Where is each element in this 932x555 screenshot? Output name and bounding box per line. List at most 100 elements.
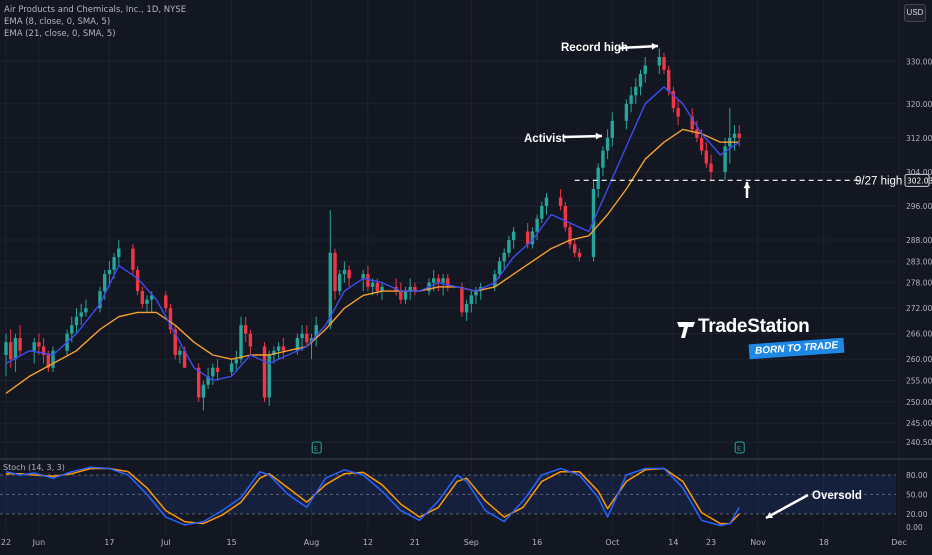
stoch-tick-label: 80.00	[906, 471, 928, 480]
candle-body	[657, 57, 661, 66]
candle-body	[276, 346, 281, 351]
candle-body	[281, 346, 285, 351]
candle-body	[464, 303, 469, 313]
candle-body	[474, 291, 478, 296]
candle-body	[577, 252, 582, 258]
candle-body	[667, 69, 671, 92]
candle-body	[300, 333, 304, 338]
candle-body	[573, 244, 577, 253]
candle-body	[676, 108, 680, 117]
candle-body	[380, 286, 384, 292]
currency-button[interactable]: USD	[904, 4, 926, 22]
candle-body	[140, 291, 144, 304]
candle-body	[502, 252, 506, 262]
candle-body	[634, 86, 638, 96]
oversold-arrow-head	[766, 512, 773, 518]
ema21-line	[5, 128, 740, 394]
candle-body	[131, 248, 135, 270]
earnings-marker	[734, 441, 745, 454]
last-price-badge	[904, 173, 930, 187]
candle-body	[98, 291, 102, 309]
candle-body	[314, 325, 318, 338]
candle-body	[70, 325, 74, 334]
candle-body	[709, 163, 713, 172]
candle-body	[168, 308, 173, 330]
candle-body	[601, 150, 605, 168]
candle-body	[295, 337, 300, 351]
candle-body	[150, 295, 154, 300]
candle-body	[333, 252, 337, 292]
candle-body	[32, 342, 36, 351]
tradestation-logo: TradeStation BORN TO TRADE	[676, 316, 845, 366]
candle-body	[234, 359, 238, 364]
activist-arrow-shaft	[562, 134, 603, 139]
candle-body	[342, 269, 347, 275]
candle-body	[690, 116, 694, 130]
candle-body	[103, 274, 107, 292]
price-tick-label: 320.00	[906, 100, 932, 109]
candle-body	[84, 308, 88, 313]
candle-body	[540, 206, 544, 219]
stoch-tick-label: 50.00	[906, 490, 928, 499]
price-tick-label: 330.00	[906, 57, 932, 66]
candle-body	[107, 269, 112, 275]
ema8-line	[5, 86, 740, 382]
candle-body	[164, 295, 168, 309]
brand-name: TradeStation	[698, 316, 810, 337]
candle-body	[9, 342, 13, 360]
stoch-tick-label: 20.00	[906, 510, 928, 519]
candle-body	[370, 282, 375, 287]
candle-body	[507, 240, 511, 253]
candle-body	[112, 257, 116, 270]
candle-body	[643, 65, 647, 75]
candle-body	[262, 346, 267, 398]
candle-body	[182, 350, 187, 368]
price-tick-label: 312.00	[906, 134, 932, 143]
record-high-arrow-head	[651, 43, 658, 50]
x-tick-label: 16	[532, 538, 542, 547]
candle-body	[441, 278, 445, 283]
candle-body	[695, 129, 699, 138]
candle-body	[436, 278, 441, 283]
brand-tagline: BORN TO TRADE	[748, 337, 845, 360]
candle-body	[215, 367, 220, 372]
stoch-legend: Stoch (14, 3, 3)	[3, 463, 65, 472]
candle-body	[239, 325, 243, 360]
candle-body	[41, 346, 46, 355]
candle-body	[248, 333, 253, 347]
x-tick-label: Oct	[605, 538, 619, 547]
x-tick-label: 14	[668, 538, 678, 547]
candle-body	[432, 278, 436, 283]
price-tick-label: 278.00	[906, 279, 932, 288]
candle-body	[305, 333, 309, 343]
earnings-marker-label: E	[314, 445, 318, 453]
last-price-label: 302.03	[907, 176, 932, 185]
ema21-legend: EMA (21, close, 0, SMA, 5)	[4, 29, 116, 39]
x-tick-label: 12	[363, 538, 373, 547]
x-tick-label: Aug	[304, 538, 320, 547]
candle-body	[446, 278, 450, 287]
oversold-label: Oversold	[812, 490, 862, 502]
candle-body	[46, 354, 50, 368]
candle-body	[403, 291, 408, 300]
candle-body	[605, 137, 610, 151]
candle-body	[74, 316, 79, 326]
candle-body	[178, 350, 182, 355]
earnings-marker-label: E	[737, 445, 741, 453]
high-up-arrow-head	[743, 182, 751, 189]
price-tick-label: 240.50	[906, 438, 932, 447]
price-tick-label: 272.00	[906, 304, 932, 313]
candle-body	[361, 274, 365, 279]
candle-body	[328, 252, 332, 326]
price-tick-label: 283.00	[906, 257, 932, 266]
tradestation-mark-icon	[677, 322, 695, 338]
candle-body	[13, 337, 18, 360]
ema8-legend: EMA (8, close, 0, SMA, 5)	[4, 17, 111, 27]
activist-label: Activist	[524, 133, 566, 145]
candle-body	[347, 269, 351, 279]
candle-body	[37, 342, 41, 347]
x-tick-label: 15	[227, 538, 237, 547]
candle-body	[135, 269, 140, 292]
